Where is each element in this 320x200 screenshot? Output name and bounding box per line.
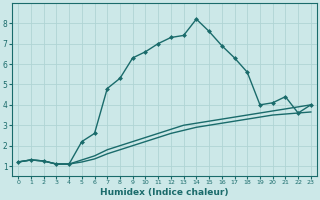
X-axis label: Humidex (Indice chaleur): Humidex (Indice chaleur) [100,188,229,197]
